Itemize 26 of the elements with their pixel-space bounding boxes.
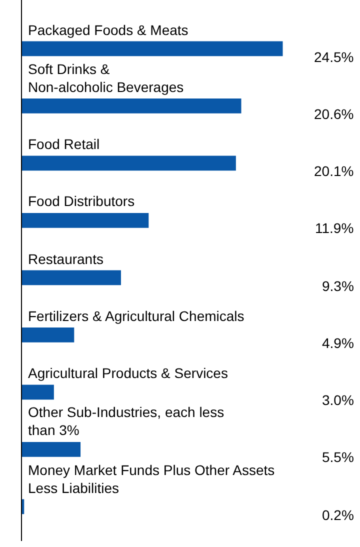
data-label: 20.6% bbox=[314, 106, 354, 122]
data-label: 20.1% bbox=[314, 163, 354, 179]
data-label: 0.2% bbox=[322, 507, 354, 523]
y-tick-label: Soft Drinks & Non-alcoholic Beverages bbox=[28, 61, 184, 96]
bar bbox=[22, 270, 121, 286]
bar bbox=[22, 41, 283, 56]
bar bbox=[22, 327, 74, 342]
data-label: 24.5% bbox=[314, 49, 354, 65]
data-label: 11.9% bbox=[315, 220, 354, 236]
y-tick-label: Fertilizers & Agricultural Chemicals bbox=[28, 308, 244, 324]
y-tick-label: Packaged Foods & Meats bbox=[28, 22, 188, 38]
y-tick-label: Food Retail bbox=[28, 136, 100, 152]
bar bbox=[22, 98, 242, 114]
data-label: 3.0% bbox=[322, 392, 354, 408]
y-tick-label: Money Market Funds Plus Other Assets Less Liabilities bbox=[28, 462, 275, 496]
bar bbox=[22, 212, 149, 228]
data-label: 5.5% bbox=[322, 449, 354, 465]
bar bbox=[22, 156, 236, 171]
y-tick-label: Other Sub-Industries, each less than 3% bbox=[28, 404, 224, 438]
bar bbox=[22, 442, 81, 457]
y-tick-label: Restaurants bbox=[28, 251, 104, 267]
y-tick-label: Food Distributors bbox=[28, 193, 135, 209]
bar bbox=[22, 384, 54, 400]
y-tick-label: Agricultural Products & Services bbox=[28, 365, 228, 381]
data-label: 9.3% bbox=[322, 278, 354, 294]
data-label: 4.9% bbox=[322, 335, 354, 351]
